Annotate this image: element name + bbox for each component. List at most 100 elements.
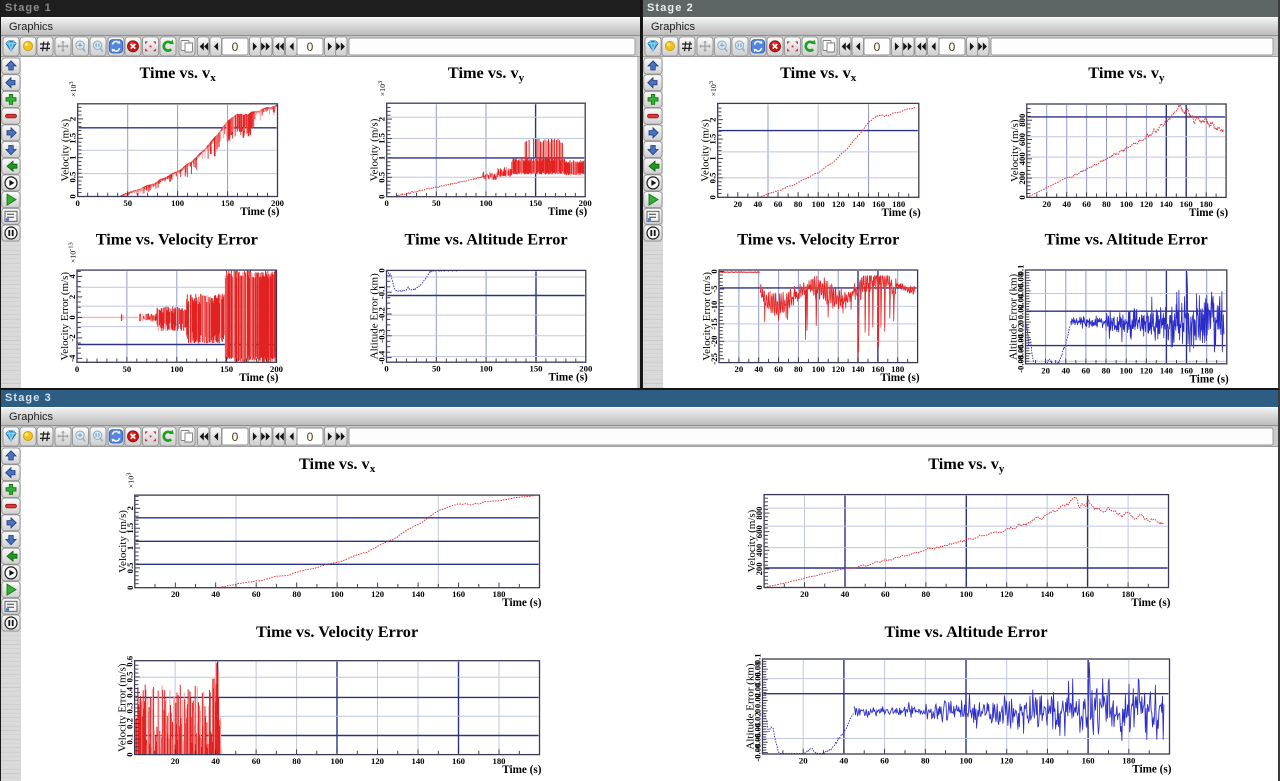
svg-text:60: 60 (1082, 365, 1091, 375)
svg-text:200: 200 (1017, 171, 1027, 185)
svg-text:Time (s): Time (s) (502, 764, 542, 776)
svg-text:Velocity (m/s): Velocity (m/s) (746, 509, 758, 572)
svg-text:Time vs. vy: Time vs. vy (928, 454, 1005, 475)
svg-text:100: 100 (812, 199, 826, 209)
svg-text:0: 0 (75, 364, 80, 374)
svg-text:160: 160 (1082, 756, 1096, 766)
svg-text:0.6: 0.6 (125, 655, 135, 667)
svg-text:400: 400 (754, 543, 764, 557)
svg-text:0: 0 (754, 585, 764, 590)
svg-text:-0.3: -0.3 (377, 328, 387, 342)
svg-text:Time vs. vx: Time vs. vx (780, 63, 857, 84)
svg-text:60: 60 (774, 199, 783, 209)
svg-text:160: 160 (871, 364, 885, 374)
svg-text:-10: -10 (709, 300, 719, 312)
svg-text:0.5: 0.5 (68, 171, 78, 183)
svg-text:Time vs. vy: Time vs. vy (448, 63, 525, 84)
svg-text:100: 100 (960, 589, 974, 599)
svg-text:0: 0 (708, 194, 718, 199)
svg-text:180: 180 (891, 364, 905, 374)
svg-text:Time vs. vy: Time vs. vy (1088, 63, 1165, 84)
svg-text:50: 50 (123, 364, 132, 374)
svg-text:180: 180 (1122, 589, 1136, 599)
svg-text:100: 100 (170, 364, 184, 374)
svg-text:20: 20 (171, 589, 180, 599)
svg-text:0: 0 (1016, 319, 1026, 324)
svg-text:100: 100 (330, 756, 344, 766)
svg-text:100: 100 (1120, 365, 1134, 375)
svg-text:0: 0 (232, 430, 239, 444)
svg-text:-0.1: -0.1 (377, 285, 387, 299)
svg-text:0: 0 (68, 194, 78, 199)
svg-text:200: 200 (579, 198, 593, 208)
svg-text:150: 150 (220, 364, 234, 374)
svg-text:0.5: 0.5 (125, 562, 135, 574)
svg-text:140: 140 (412, 589, 426, 599)
svg-text:100: 100 (331, 589, 345, 599)
svg-text:160: 160 (452, 589, 466, 599)
svg-text:-5: -5 (709, 285, 719, 293)
svg-text:Time (s): Time (s) (1189, 207, 1229, 219)
svg-text:200: 200 (754, 562, 764, 576)
svg-text:2: 2 (377, 117, 387, 121)
svg-text:120: 120 (1140, 365, 1154, 375)
svg-text:20: 20 (171, 756, 180, 766)
svg-text:180: 180 (1200, 199, 1214, 209)
svg-text:0.02: 0.02 (753, 693, 763, 708)
svg-text:60: 60 (1082, 199, 1091, 209)
svg-text:800: 800 (754, 506, 764, 520)
svg-text:0: 0 (76, 198, 81, 208)
svg-text:40: 40 (211, 589, 220, 599)
svg-text:100: 100 (1120, 199, 1134, 209)
svg-text:Time vs. Altitude Error: Time vs. Altitude Error (405, 230, 568, 249)
svg-text:Time (s): Time (s) (549, 372, 589, 384)
svg-text:0: 0 (377, 194, 387, 199)
svg-text:1.5: 1.5 (377, 132, 387, 144)
svg-text:100: 100 (480, 364, 494, 374)
svg-text:Time (s): Time (s) (1132, 764, 1172, 776)
svg-text:120: 120 (1140, 199, 1154, 209)
svg-text:0: 0 (385, 198, 390, 208)
svg-text:Velocity Error (m/s): Velocity Error (m/s) (117, 663, 129, 752)
svg-text:150: 150 (221, 198, 235, 208)
svg-text:50: 50 (123, 198, 132, 208)
svg-text:140: 140 (1041, 589, 1055, 599)
svg-text:180: 180 (492, 756, 506, 766)
svg-text:0.1: 0.1 (125, 734, 135, 745)
svg-text:100: 100 (171, 198, 185, 208)
svg-text:160: 160 (452, 756, 466, 766)
svg-text:0: 0 (125, 585, 135, 590)
svg-text:1.5: 1.5 (68, 132, 78, 144)
svg-text:50: 50 (432, 198, 441, 208)
svg-text:Time vs. vx: Time vs. vx (139, 63, 216, 84)
svg-text:1: 1 (68, 156, 78, 160)
svg-text:80: 80 (794, 199, 803, 209)
svg-text:80: 80 (1102, 365, 1111, 375)
svg-text:Velocity (m/s): Velocity (m/s) (60, 119, 72, 182)
svg-text:100: 100 (959, 756, 973, 766)
svg-text:20: 20 (735, 364, 744, 374)
svg-text:40: 40 (841, 589, 850, 599)
svg-text:0.04: 0.04 (753, 682, 763, 698)
svg-text:Velocity Error (m/s): Velocity Error (m/s) (59, 272, 71, 361)
svg-text:180: 180 (1200, 365, 1214, 375)
svg-text:50: 50 (432, 364, 441, 374)
svg-text:2: 2 (68, 117, 78, 121)
svg-text:Time (s): Time (s) (882, 207, 922, 219)
svg-text:40: 40 (1062, 199, 1071, 209)
svg-text:0.08: 0.08 (753, 661, 763, 677)
svg-text:80: 80 (292, 589, 301, 599)
svg-text:×103: ×103 (377, 81, 387, 96)
svg-text:60: 60 (252, 589, 261, 599)
svg-text:150: 150 (529, 198, 543, 208)
svg-text:120: 120 (371, 756, 385, 766)
svg-text:0.2: 0.2 (125, 718, 135, 729)
svg-text:2: 2 (708, 118, 718, 122)
svg-text:-25: -25 (709, 352, 719, 364)
svg-text:20: 20 (799, 756, 808, 766)
svg-text:×103: ×103 (68, 81, 78, 96)
svg-text:-20: -20 (709, 335, 719, 347)
svg-text:Time vs. Altitude Error: Time vs. Altitude Error (884, 622, 1047, 641)
svg-text:4: 4 (67, 274, 77, 279)
svg-text:-0.08: -0.08 (753, 743, 763, 762)
